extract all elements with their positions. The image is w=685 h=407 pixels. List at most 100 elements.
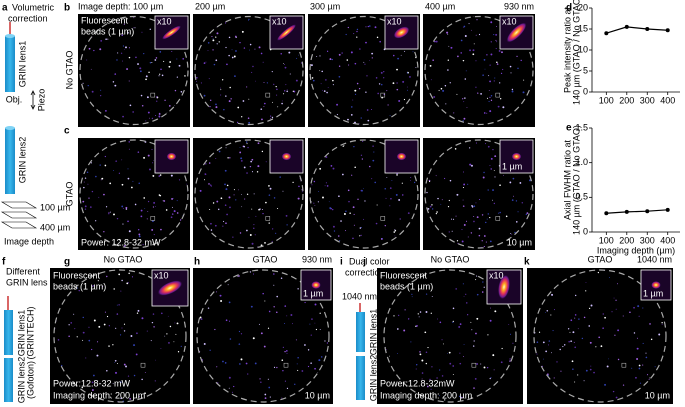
bead <box>475 142 477 144</box>
bead <box>568 340 570 343</box>
bead <box>489 64 491 66</box>
bead <box>438 395 440 397</box>
label: Axial FWHM ratio at <box>562 139 572 220</box>
bead <box>649 377 651 379</box>
bead <box>268 222 270 224</box>
bead <box>493 202 496 205</box>
bead <box>319 55 321 57</box>
bead <box>452 365 455 367</box>
bead <box>357 198 359 201</box>
bead <box>333 230 336 232</box>
bead <box>208 162 211 164</box>
bead <box>397 57 399 60</box>
bead <box>271 240 273 242</box>
label: 200 µm <box>195 1 225 11</box>
bead <box>128 230 131 233</box>
bead <box>421 359 424 362</box>
bead <box>235 199 237 201</box>
bead <box>133 17 135 19</box>
bead <box>360 226 362 229</box>
bead <box>378 83 381 85</box>
bead <box>611 311 613 313</box>
bead <box>463 25 466 28</box>
bead <box>151 117 154 120</box>
bead <box>57 339 60 341</box>
bead <box>471 329 473 331</box>
bead <box>365 41 367 44</box>
bead <box>196 77 198 79</box>
bead <box>442 89 445 92</box>
bead <box>144 392 146 395</box>
field-of-view <box>194 15 304 126</box>
bead <box>354 93 357 96</box>
bead <box>448 199 450 202</box>
bead <box>234 75 236 77</box>
bead <box>265 161 267 163</box>
bead <box>512 342 514 344</box>
bead <box>612 390 615 393</box>
bead <box>633 306 635 309</box>
bead <box>125 46 127 49</box>
bead <box>508 323 510 325</box>
bead <box>585 282 587 283</box>
bead <box>249 234 252 236</box>
bead <box>220 87 221 89</box>
bead <box>154 59 157 61</box>
label: 1040 nm <box>342 291 377 301</box>
bead <box>459 352 461 354</box>
bead <box>154 380 156 382</box>
data-point <box>665 207 670 212</box>
bead <box>88 197 90 199</box>
bead <box>203 62 206 65</box>
bead <box>155 359 156 361</box>
bead <box>449 179 452 182</box>
bead <box>90 348 93 351</box>
bead <box>251 71 253 73</box>
bead <box>105 38 107 40</box>
label: beads (1 µm) <box>380 281 433 291</box>
bead <box>368 165 371 168</box>
bead <box>109 182 112 185</box>
field-of-view <box>424 15 534 126</box>
bead <box>280 53 282 55</box>
bead <box>542 341 545 344</box>
data-point <box>624 209 629 214</box>
inset-spot <box>511 152 522 161</box>
bead <box>261 118 263 121</box>
bead <box>465 293 467 295</box>
bead <box>133 344 136 347</box>
bead <box>156 100 158 102</box>
label: correction <box>8 13 48 23</box>
bead <box>371 57 373 59</box>
bead <box>373 151 375 153</box>
bead <box>463 101 465 103</box>
bead <box>476 317 479 320</box>
bead <box>285 84 287 86</box>
bead <box>259 208 261 210</box>
bead <box>467 314 469 316</box>
bead <box>451 230 453 232</box>
bead <box>356 36 358 38</box>
bead <box>638 367 641 370</box>
field-of-view <box>79 139 189 249</box>
bead <box>521 202 524 204</box>
bead <box>207 42 210 44</box>
bead <box>138 395 140 398</box>
bead <box>444 177 446 180</box>
bead <box>163 200 166 202</box>
bead <box>118 172 121 174</box>
bead <box>383 77 385 79</box>
bead <box>87 85 89 87</box>
bead <box>427 207 430 210</box>
bead <box>235 35 237 38</box>
bead <box>329 207 332 209</box>
bead <box>225 319 228 322</box>
bead <box>68 335 70 338</box>
bead <box>159 51 162 53</box>
bead <box>121 279 123 282</box>
bead <box>215 59 218 62</box>
bead <box>173 197 174 199</box>
bead <box>384 225 386 227</box>
bead <box>602 313 604 315</box>
bead <box>70 322 73 324</box>
